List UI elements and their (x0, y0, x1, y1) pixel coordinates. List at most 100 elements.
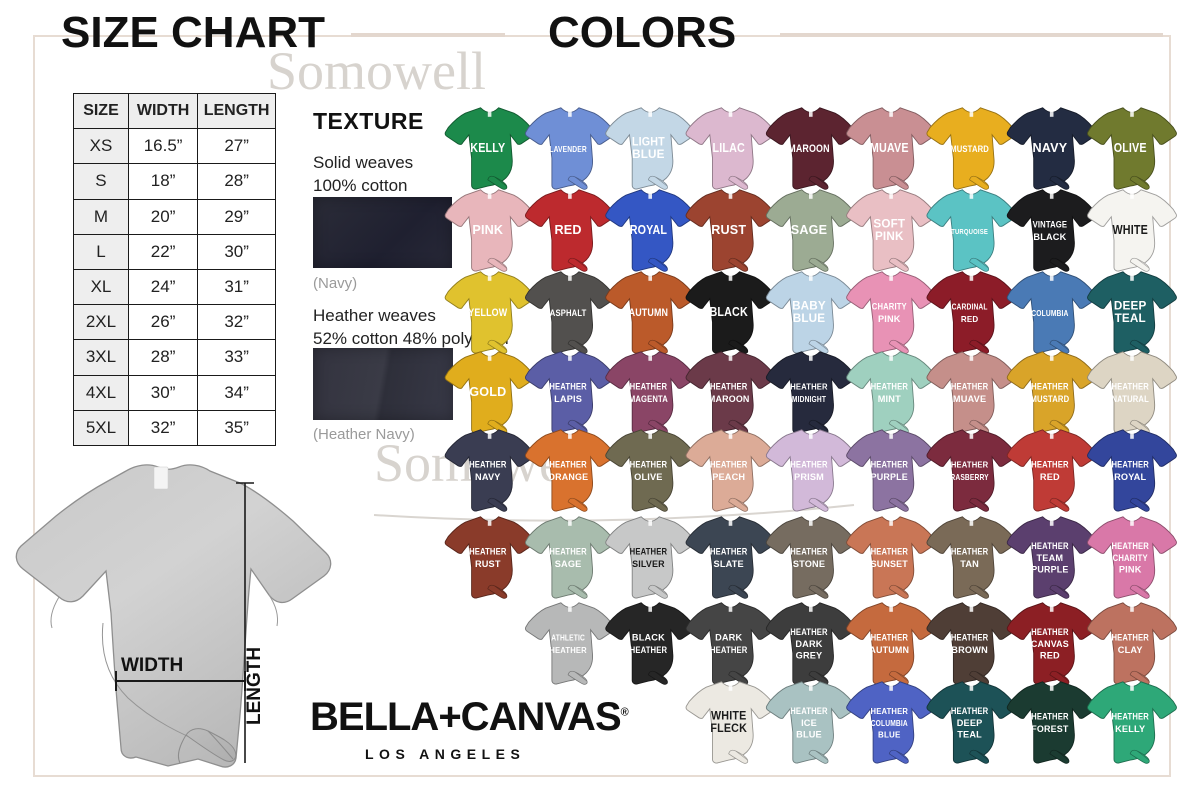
svg-text:MAROON: MAROON (708, 394, 750, 404)
svg-text:RED: RED (555, 223, 582, 237)
svg-text:TURQUOISE: TURQUOISE (951, 228, 988, 236)
svg-text:HEATHER: HEATHER (790, 546, 827, 557)
svg-text:HEATHER: HEATHER (871, 381, 908, 392)
svg-text:CHARITY: CHARITY (1113, 552, 1148, 563)
svg-text:CARDINAL: CARDINAL (952, 302, 988, 312)
svg-text:BLACK: BLACK (1033, 232, 1066, 242)
svg-text:HEATHER: HEATHER (549, 459, 586, 470)
svg-text:PINK: PINK (878, 314, 901, 324)
svg-text:ROYAL: ROYAL (630, 223, 667, 237)
svg-text:AUTUMN: AUTUMN (629, 307, 668, 319)
svg-text:HEATHER: HEATHER (469, 459, 506, 470)
svg-text:BLUE: BLUE (796, 730, 822, 740)
svg-text:MAGENTA: MAGENTA (629, 394, 668, 405)
svg-text:SLATE: SLATE (714, 559, 744, 569)
svg-text:NAVY: NAVY (1033, 141, 1068, 155)
svg-text:HEATHER: HEATHER (1111, 541, 1148, 552)
svg-text:MUSTARD: MUSTARD (1031, 394, 1070, 405)
svg-text:TEAL: TEAL (1115, 312, 1146, 325)
svg-text:TEAL: TEAL (957, 730, 982, 740)
svg-text:WHITE: WHITE (711, 710, 747, 723)
svg-text:HEATHER: HEATHER (710, 381, 747, 392)
svg-text:LILAC: LILAC (713, 141, 746, 155)
svg-text:YELLOW: YELLOW (468, 307, 507, 319)
svg-text:CLAY: CLAY (1118, 645, 1143, 655)
svg-text:ROYAL: ROYAL (1114, 472, 1146, 482)
svg-text:PINK: PINK (472, 223, 503, 237)
svg-text:VINTAGE: VINTAGE (1033, 219, 1068, 230)
svg-text:HEATHER: HEATHER (871, 632, 908, 643)
svg-text:HEATHER: HEATHER (790, 627, 827, 638)
svg-text:RED: RED (1040, 472, 1060, 482)
svg-text:TAN: TAN (960, 559, 979, 569)
svg-text:BLACK: BLACK (710, 305, 749, 319)
svg-text:MINT: MINT (878, 394, 901, 404)
svg-text:KELLY: KELLY (1115, 724, 1145, 734)
svg-text:LAVENDER: LAVENDER (549, 144, 587, 154)
svg-text:RED: RED (1040, 651, 1060, 661)
svg-text:MUAVE: MUAVE (870, 141, 909, 155)
svg-text:HEATHER: HEATHER (630, 546, 667, 557)
svg-text:PURPLE: PURPLE (1031, 564, 1068, 574)
svg-text:TEAM: TEAM (1037, 553, 1064, 563)
svg-text:HEATHER: HEATHER (951, 460, 989, 469)
svg-text:HEATHER: HEATHER (469, 546, 506, 557)
svg-text:HEATHER: HEATHER (630, 645, 667, 656)
svg-text:WHITE: WHITE (1113, 223, 1148, 237)
svg-text:DARK: DARK (715, 633, 742, 643)
svg-text:HEATHER: HEATHER (790, 459, 827, 470)
svg-text:SILVER: SILVER (632, 559, 665, 569)
svg-text:DARK: DARK (795, 639, 822, 649)
svg-text:SOFT: SOFT (873, 218, 906, 231)
svg-text:HEATHER: HEATHER (1111, 711, 1148, 722)
svg-text:HEATHER: HEATHER (951, 381, 988, 392)
svg-text:BROWN: BROWN (951, 645, 988, 655)
svg-text:DEEP: DEEP (957, 718, 983, 728)
svg-text:BLUE: BLUE (793, 312, 826, 325)
svg-text:HEATHER: HEATHER (871, 546, 908, 557)
svg-text:HEATHER: HEATHER (1111, 632, 1148, 643)
svg-text:HEATHER: HEATHER (710, 645, 747, 656)
svg-text:PINK: PINK (875, 230, 904, 243)
svg-text:NAVY: NAVY (475, 472, 501, 482)
svg-text:HEATHER: HEATHER (951, 632, 988, 643)
svg-text:MUSTARD: MUSTARD (950, 143, 989, 154)
svg-text:MIDNIGHT: MIDNIGHT (792, 395, 826, 405)
svg-text:SUNSET: SUNSET (871, 559, 909, 569)
svg-text:COLUMBIA: COLUMBIA (871, 718, 909, 728)
svg-text:HEATHER: HEATHER (1031, 711, 1068, 722)
svg-text:HEATHER: HEATHER (790, 382, 828, 391)
svg-text:COLUMBIA: COLUMBIA (1031, 308, 1069, 318)
svg-text:HEATHER: HEATHER (1111, 459, 1148, 470)
svg-text:PRISM: PRISM (794, 472, 824, 482)
svg-text:RED: RED (961, 315, 978, 324)
svg-text:DEEP: DEEP (1114, 300, 1147, 313)
svg-text:OLIVE: OLIVE (634, 472, 662, 482)
svg-text:BLUE: BLUE (632, 148, 665, 161)
svg-text:BABY: BABY (792, 300, 826, 313)
svg-text:HEATHER: HEATHER (549, 546, 586, 557)
svg-text:SAGE: SAGE (555, 559, 582, 569)
svg-text:HEATHER: HEATHER (1031, 459, 1068, 470)
svg-text:STONE: STONE (793, 559, 825, 569)
svg-text:ATHLETIC: ATHLETIC (551, 633, 585, 643)
svg-text:ICE: ICE (801, 718, 817, 728)
svg-text:FOREST: FOREST (1031, 724, 1069, 734)
svg-text:HEATHER: HEATHER (951, 546, 988, 557)
svg-text:AUTUMN: AUTUMN (869, 645, 909, 655)
svg-text:PURPLE: PURPLE (871, 472, 908, 482)
svg-text:RUST: RUST (475, 559, 501, 569)
svg-text:HEATHER: HEATHER (951, 706, 988, 717)
svg-text:RUST: RUST (711, 223, 746, 237)
svg-text:HEATHER: HEATHER (549, 381, 586, 392)
svg-text:GREY: GREY (796, 651, 823, 661)
svg-text:SAGE: SAGE (791, 223, 827, 237)
svg-text:HEATHER: HEATHER (1031, 541, 1068, 552)
svg-text:OLIVE: OLIVE (1114, 141, 1147, 155)
svg-text:CHARITY: CHARITY (872, 301, 907, 312)
svg-text:MUAVE: MUAVE (953, 394, 986, 404)
svg-text:HEATHER: HEATHER (1031, 381, 1068, 392)
svg-text:HEATHER: HEATHER (549, 646, 587, 655)
svg-text:HEATHER: HEATHER (1111, 381, 1148, 392)
svg-text:NATURAL: NATURAL (1111, 394, 1148, 405)
